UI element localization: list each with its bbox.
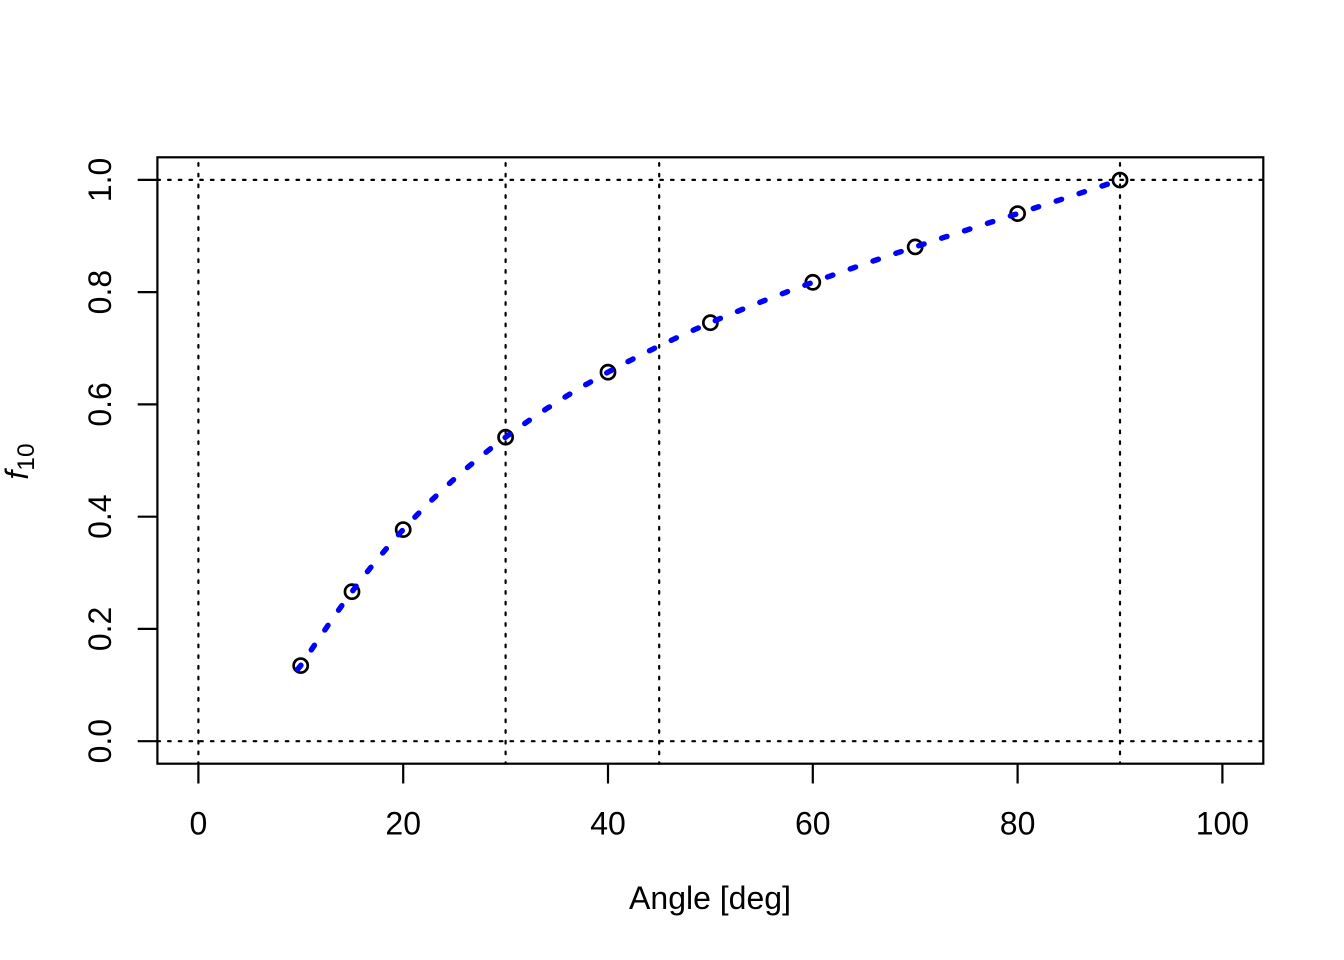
svg-text:80: 80 bbox=[1000, 806, 1036, 842]
svg-text:100: 100 bbox=[1196, 806, 1249, 842]
svg-text:0.8: 0.8 bbox=[82, 270, 118, 314]
svg-text:Angle [deg]: Angle [deg] bbox=[629, 880, 791, 916]
svg-text:0: 0 bbox=[190, 806, 208, 842]
svg-text:0.2: 0.2 bbox=[82, 607, 118, 651]
svg-text:0.6: 0.6 bbox=[82, 382, 118, 426]
svg-text:20: 20 bbox=[385, 806, 421, 842]
svg-text:40: 40 bbox=[590, 806, 626, 842]
svg-text:60: 60 bbox=[795, 806, 831, 842]
svg-text:0.4: 0.4 bbox=[82, 494, 118, 538]
svg-text:0.0: 0.0 bbox=[82, 719, 118, 763]
svg-text:1.0: 1.0 bbox=[82, 158, 118, 202]
